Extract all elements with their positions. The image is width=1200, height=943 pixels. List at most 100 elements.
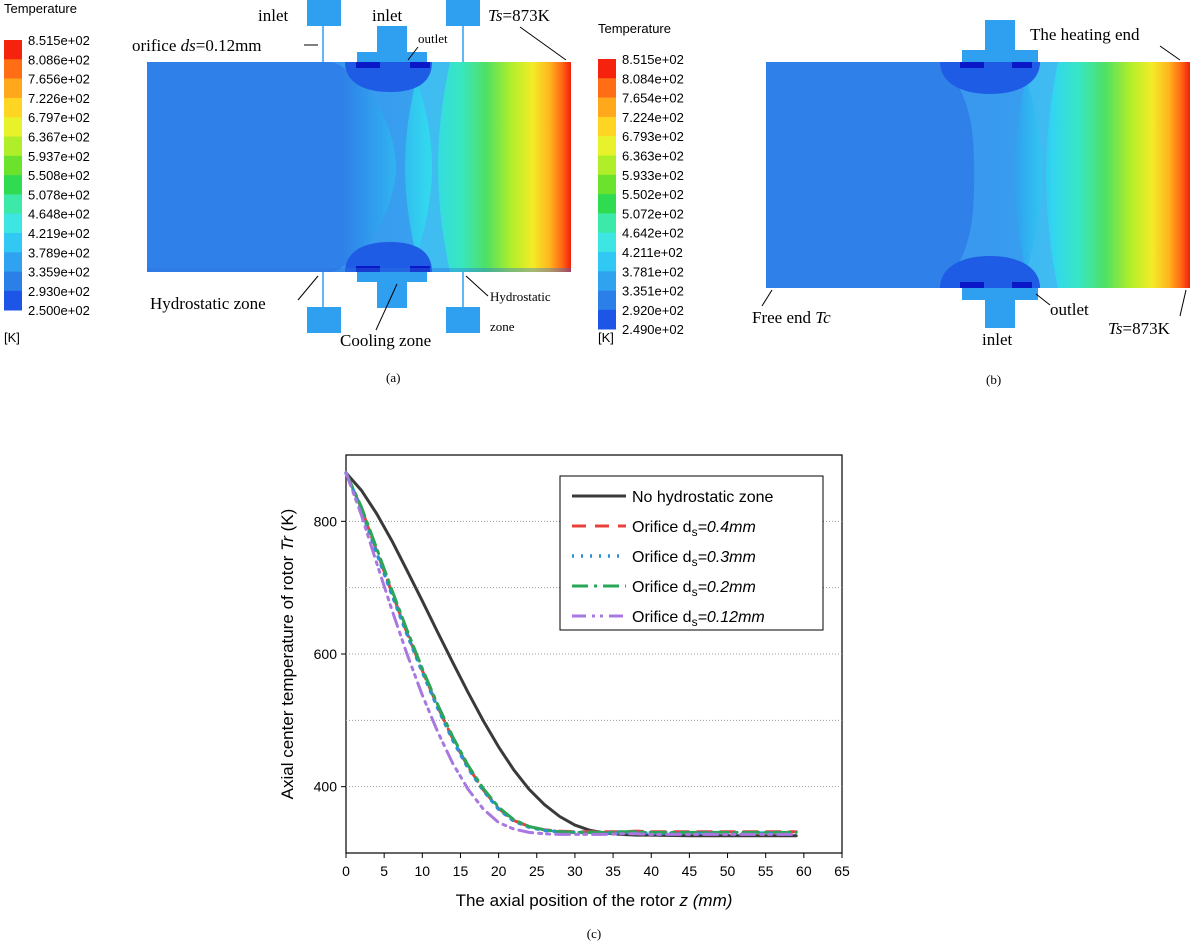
colorbar-label: 8.086e+02: [28, 52, 90, 67]
colorbar-swatch: [598, 271, 616, 291]
legend-label-1: No hydrostatic zone: [632, 489, 774, 506]
legend-title-b: Temperature: [598, 21, 671, 36]
leader-free-b: [761, 289, 773, 307]
contour-band-a1: [330, 62, 420, 272]
cooling-blob-top-a: [345, 62, 432, 92]
label-free-b: Free end Tc: [752, 308, 831, 327]
x-tick-label: 60: [796, 863, 812, 879]
colorbar-label: 5.078e+02: [28, 187, 90, 202]
colorbar-label: 6.793e+02: [622, 129, 684, 144]
x-tick-label: 10: [415, 863, 431, 879]
colorbar-label: 8.515e+02: [622, 52, 684, 67]
colorbar-label: 6.797e+02: [28, 110, 90, 125]
colorbar-label: 7.654e+02: [622, 91, 684, 106]
leader-cooling-a: [375, 283, 398, 331]
colorbar-label: 6.367e+02: [28, 130, 90, 145]
colorbar-label: 5.508e+02: [28, 168, 90, 183]
colorbar-swatch: [598, 78, 616, 98]
colorbar-swatch: [598, 252, 616, 272]
rotor-body-a: [147, 62, 571, 272]
label-hydrostatic-right-a2: zone: [490, 319, 515, 334]
legend-label-4: Orifice ds=0.2mm: [632, 579, 756, 599]
cooling-dark-bottom-a: [356, 266, 380, 272]
caption-a: (a): [386, 370, 400, 385]
leader-hydrostatic-right-a: [465, 275, 489, 297]
chart-legend: No hydrostatic zone Orifice ds=0.4mm Orifi…: [559, 475, 824, 631]
x-tick-label: 35: [605, 863, 621, 879]
colorbar-swatch: [4, 155, 22, 176]
legend-colorbar-a: 8.515e+02 8.086e+02 7.656e+02 7.226e+02 6.79…: [4, 33, 90, 318]
series-lines: [344, 471, 798, 838]
x-tick-label: 25: [529, 863, 545, 879]
label-outlet-a: outlet: [418, 31, 448, 46]
y-tick-label: 400: [314, 779, 338, 795]
colorbar-label: 5.072e+02: [622, 206, 684, 221]
colorbar-label: 8.515e+02: [28, 33, 90, 48]
legend-label-3: Orifice ds=0.3mm: [632, 549, 756, 569]
legend-title-a: Temperature: [4, 1, 77, 16]
label-outlet-b: outlet: [1050, 300, 1089, 319]
leader-outlet-a: [407, 46, 419, 61]
colorbar-swatch: [598, 97, 616, 118]
pad-right-bottom: [446, 307, 480, 333]
series-line-5: [344, 471, 798, 836]
inlet-pad-center-top: [377, 26, 407, 52]
x-tick-label: 20: [491, 863, 507, 879]
colorbar-swatch: [4, 233, 22, 253]
colorbar-label: 5.502e+02: [622, 187, 684, 202]
x-tick-label: 65: [834, 863, 850, 879]
cooling-blob-top-b: [940, 62, 1040, 94]
leader-ts-a: [519, 26, 567, 61]
y-tick-label: 800: [314, 513, 338, 529]
axis-ticks: 0 5 10 15 20 25 30 35 40 45 50 55 60 65 400 600 800: [314, 513, 850, 879]
colorbar-label: 8.084e+02: [622, 71, 684, 86]
colorbar-swatch: [4, 40, 22, 60]
colorbar-label: 2.500e+02: [28, 303, 90, 318]
colorbar-swatch: [4, 117, 22, 137]
legend-unit-a: [K]: [4, 330, 20, 345]
inlet-pad-bottom-b: [985, 300, 1015, 328]
colorbar-label: 2.490e+02: [622, 322, 684, 337]
inlet-pad-top-b: [985, 20, 1015, 50]
colorbar-swatch: [598, 213, 616, 233]
legend-label-5: Orifice ds=0.12mm: [632, 609, 765, 629]
colorbar-label: 4.211e+02: [622, 245, 683, 260]
colorbar-swatch: [4, 290, 22, 311]
cooling-dark-top-b: [960, 62, 984, 68]
colorbar-label: 7.224e+02: [622, 110, 684, 125]
rotor-bottom-edge-a: [147, 268, 571, 272]
colorbar-swatch: [4, 213, 22, 234]
colorbar-swatch: [4, 59, 22, 79]
contour-band-b2: [1020, 62, 1058, 288]
label-inlet-b: inlet: [982, 330, 1012, 349]
legend-box: [559, 475, 824, 631]
colorbar-label: 7.226e+02: [28, 91, 90, 106]
cooling-dark-top-a2: [410, 62, 430, 68]
y-tick-label: 600: [314, 646, 338, 662]
colorbar-label: 7.656e+02: [28, 72, 90, 87]
legend-colorbar-b: 8.515e+02 8.084e+02 7.654e+02 7.224e+02 6.79…: [598, 52, 684, 337]
colorbar-label: 3.781e+02: [622, 264, 684, 279]
x-tick-label: 5: [380, 863, 388, 879]
inlet-pad-bottom-base-b: [962, 288, 1038, 300]
label-ts-a: Ts=873K: [488, 6, 551, 25]
colorbar-swatch: [4, 194, 22, 214]
label-cooling-a: Cooling zone: [340, 331, 431, 350]
colorbar-swatch: [598, 232, 616, 253]
colorbar-swatch: [4, 252, 22, 272]
cooling-dark-bottom-a2: [410, 266, 430, 272]
colorbar-swatch: [598, 194, 616, 214]
colorbar-swatch: [4, 175, 22, 195]
x-tick-label: 30: [567, 863, 583, 879]
colorbar-label: 3.359e+02: [28, 265, 90, 280]
pad-left-bottom: [307, 307, 341, 333]
cooling-dark-bottom-b: [960, 282, 984, 288]
caption-b: (b): [986, 372, 1001, 387]
colorbar-label: 3.789e+02: [28, 245, 90, 260]
contour-band-b1: [940, 62, 1030, 288]
pad-center-bottom-base: [357, 272, 427, 282]
legend-unit-b: [K]: [598, 330, 614, 345]
colorbar-swatch: [4, 136, 22, 157]
cooling-dark-bottom-b2: [1012, 282, 1032, 288]
